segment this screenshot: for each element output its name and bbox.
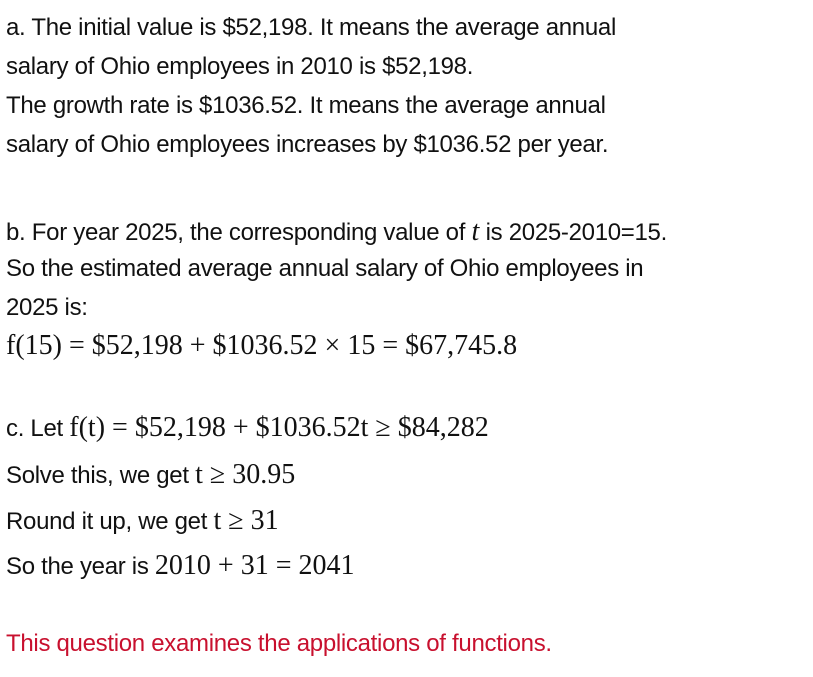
part-a-line-1: a. The initial value is $52,198. It mean… (6, 14, 616, 41)
part-c-year: 2010 + 31 = 2041 (154, 550, 355, 581)
part-a-line-3: The growth rate is $1036.52. It means th… (6, 92, 606, 119)
part-b-line-3: 2025 is: (6, 294, 88, 321)
part-b-text: b. For year 2025, the corresponding valu… (6, 219, 466, 246)
part-c-text: c. Let (6, 415, 70, 442)
part-c-line-3: Round it up, we get t ≥ 31 (6, 505, 279, 537)
part-b-calc: is 2025-2010=15. (479, 219, 668, 246)
part-b-line-2: So the estimated average annual salary o… (6, 255, 644, 282)
part-c-text: So the year is (6, 553, 155, 580)
part-c-line-4: So the year is 2010 + 31 = 2041 (6, 550, 355, 582)
part-c-text: Round it up, we get (6, 508, 214, 535)
part-c-rounded: t ≥ 31 (213, 505, 279, 536)
part-a-line-2: salary of Ohio employees in 2010 is $52,… (6, 53, 474, 80)
part-c-inequality: f(t) = $52,198 + $1036.52t ≥ $84,282 (69, 412, 489, 443)
part-c-line-1: c. Let f(t) = $52,198 + $1036.52t ≥ $84,… (6, 412, 489, 444)
part-c-line-2: Solve this, we get t ≥ 30.95 (6, 459, 295, 491)
part-c-solution: t ≥ 30.95 (195, 459, 296, 490)
part-a-line-4: salary of Ohio employees increases by $1… (6, 131, 609, 158)
variable-t: t (471, 216, 480, 247)
part-b-line-1: b. For year 2025, the corresponding valu… (6, 216, 667, 248)
conclusion: This question examines the applications … (6, 630, 552, 657)
part-c-text: Solve this, we get (6, 462, 196, 489)
part-b-equation: f(15) = $52,198 + $1036.52 × 15 = $67,74… (6, 330, 518, 361)
